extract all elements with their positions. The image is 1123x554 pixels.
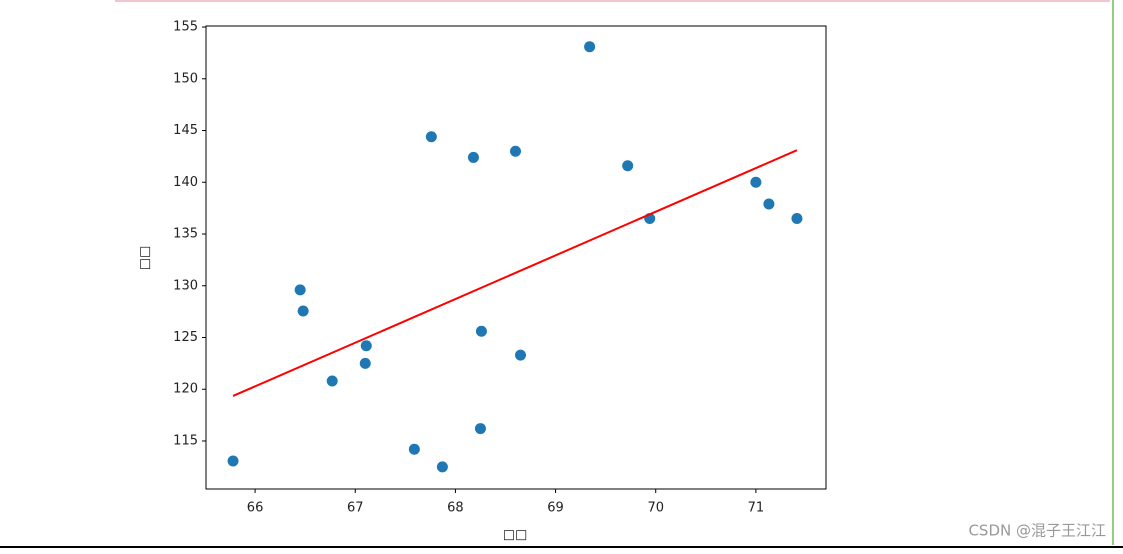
scatter-point	[475, 325, 487, 337]
scatter-point	[408, 443, 420, 455]
scatter-point	[515, 349, 527, 361]
scatter-point	[294, 284, 306, 296]
y-tick-label: 115	[173, 433, 198, 448]
y-tick-label: 120	[173, 382, 198, 397]
y-tick-label: 145	[173, 123, 198, 138]
y-tick-label: 130	[173, 278, 198, 293]
scatter-point	[622, 160, 634, 172]
y-tick-label: 125	[173, 330, 198, 345]
x-tick-label: 67	[347, 501, 364, 516]
scatter-point	[509, 145, 521, 157]
plot-frame	[205, 25, 827, 490]
scatter-point	[750, 176, 762, 188]
scatter-point	[360, 340, 372, 352]
y-tick-label: 135	[173, 227, 198, 242]
scatter-point	[297, 305, 309, 317]
y-tick-label: 155	[173, 20, 198, 35]
scatter-point	[763, 198, 775, 210]
x-tick-label: 68	[447, 501, 464, 516]
fit-line	[232, 149, 798, 397]
scatter-point	[359, 357, 371, 369]
x-tick-label: 71	[748, 501, 765, 516]
x-tick-label: 70	[647, 501, 664, 516]
y-tick-label: 140	[173, 175, 198, 190]
scatter-point	[227, 455, 239, 467]
scatter-point	[467, 151, 479, 163]
scatter-point	[425, 131, 437, 143]
scatter-point	[791, 212, 803, 224]
x-tick-label: 69	[547, 501, 564, 516]
scatter-point	[584, 41, 596, 53]
scatter-point	[474, 423, 486, 435]
scatter-point	[436, 461, 448, 473]
x-tick-label: 66	[247, 501, 264, 516]
y-tick-label: 150	[173, 71, 198, 86]
y-axis-label: □□	[138, 246, 153, 271]
x-axis-label: □□	[503, 528, 528, 543]
watermark: CSDN @混子王江江	[968, 522, 1106, 540]
scatter-point	[326, 375, 338, 387]
